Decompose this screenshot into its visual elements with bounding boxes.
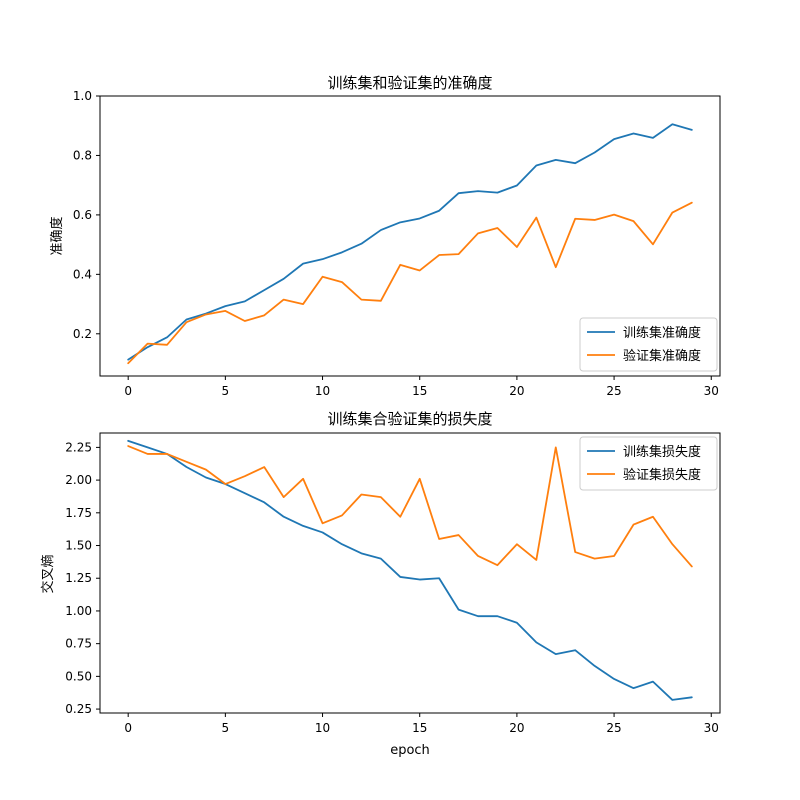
y-tick-label: 0.4 [73, 267, 92, 281]
x-tick-label: 5 [222, 384, 230, 398]
plot-frame [99, 432, 721, 714]
legend-label: 验证集损失度 [623, 467, 701, 483]
x-tick-label: 30 [704, 384, 719, 398]
y-tick-label: 1.75 [65, 506, 92, 520]
y-tick-label: 0.8 [73, 148, 92, 162]
x-tick-label: 15 [412, 721, 427, 735]
x-tick-label: 15 [412, 384, 427, 398]
x-tick-label: 10 [315, 384, 330, 398]
legend-label: 训练集准确度 [623, 325, 701, 341]
y-tick-label: 1.50 [65, 539, 92, 553]
x-tick-label: 0 [124, 384, 132, 398]
y-tick-label: 2.25 [65, 440, 92, 454]
y-tick-label: 1.00 [65, 604, 92, 618]
x-axis-title: epoch [390, 743, 430, 758]
series-line-train [127, 123, 693, 361]
x-tick-label: 20 [509, 721, 524, 735]
accuracy-chart: 训练集和验证集的准确度 准确度 0 5 10 15 20 25 30 0.2 0.4 0.6 0.8… [49, 74, 721, 398]
series-line-validation [127, 201, 693, 365]
plot-frame [99, 95, 721, 377]
legend-label: 训练集损失度 [623, 444, 701, 460]
y-tick-label: 1.25 [65, 571, 92, 585]
x-tick-label: 10 [315, 721, 330, 735]
y-axis-title: 交叉熵 [40, 554, 56, 593]
y-axis-title-group: 准确度 [49, 216, 65, 255]
chart-title: 训练集合验证集的损失度 [327, 410, 492, 428]
x-tick-label: 30 [704, 721, 719, 735]
plot-area: 0 5 10 15 20 25 30 0.2 0.4 0.6 0.8 1.0 [73, 89, 719, 398]
y-tick-label: 0.75 [65, 637, 92, 651]
plot-area: 0 5 10 15 20 25 30 0.25 0.50 0.75 1.00 1.25 1.50 1.75… [65, 439, 719, 735]
y-tick-label: 0.25 [65, 702, 92, 716]
chart-title: 训练集和验证集的准确度 [327, 74, 492, 92]
x-tick-label: 25 [606, 384, 621, 398]
y-tick-label: 0.6 [73, 208, 92, 222]
x-tick-label: 25 [606, 721, 621, 735]
y-tick-label: 0.2 [73, 327, 92, 341]
series-line-train [127, 439, 693, 701]
x-tick-label: 20 [509, 384, 524, 398]
legend-label: 验证集准确度 [623, 348, 701, 364]
y-tick-label: 0.50 [65, 669, 92, 683]
series-line-validation [127, 445, 693, 568]
y-tick-label: 1.0 [73, 89, 92, 103]
x-tick-label: 0 [124, 721, 132, 735]
y-axis-title: 准确度 [49, 216, 65, 255]
y-axis-title-group: 交叉熵 [40, 554, 56, 593]
x-tick-label: 5 [222, 721, 230, 735]
loss-chart: 训练集合验证集的损失度 交叉熵 epoch 0 5 10 15 20 25 30 0.25 0.… [40, 410, 721, 758]
y-tick-label: 2.00 [65, 473, 92, 487]
